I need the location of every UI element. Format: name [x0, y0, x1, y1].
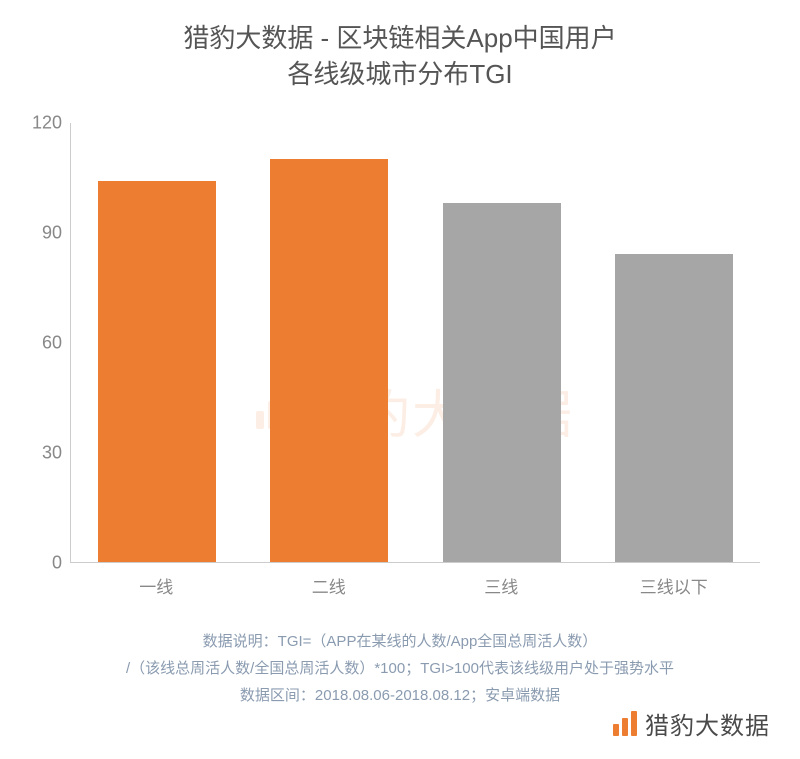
plot-area [70, 123, 760, 563]
note-line-1: 数据说明：TGI=（APP在某线的人数/App全国总周活人数） [40, 628, 760, 655]
bar-slot [81, 123, 233, 562]
note-line-3: 数据区间：2018.08.06-2018.08.12；安卓端数据 [40, 682, 760, 709]
note-line-2: /（该线总周活人数/全国总周活人数）*100；TGI>100代表该线级用户处于强… [40, 655, 760, 682]
bar-slot [254, 123, 406, 562]
y-tick-label: 30 [42, 442, 62, 463]
bar [98, 181, 216, 561]
footer-logo-bars-icon [613, 711, 637, 736]
title-line-1: 猎豹大数据 - 区块链相关App中国用户 [0, 20, 800, 56]
y-tick-label: 120 [32, 112, 62, 133]
bars-group [71, 123, 760, 562]
bar-slot [426, 123, 578, 562]
bar [443, 203, 561, 562]
y-axis: 0306090120 [30, 123, 70, 563]
chart-container: 猎豹大数据 - 区块链相关App中国用户 各线级城市分布TGI 猎豹大数据 03… [0, 0, 800, 759]
y-tick-label: 90 [42, 222, 62, 243]
footer-logo-text: 猎豹大数据 [645, 706, 770, 741]
y-tick-label: 0 [52, 552, 62, 573]
chart-title: 猎豹大数据 - 区块链相关App中国用户 各线级城市分布TGI [0, 20, 800, 93]
x-tick-label: 三线 [425, 573, 577, 598]
bar [270, 159, 388, 561]
x-tick-label: 一线 [80, 573, 232, 598]
bar-slot [598, 123, 750, 562]
chart-area: 猎豹大数据 0306090120 [70, 123, 760, 563]
y-tick-label: 60 [42, 332, 62, 353]
title-line-2: 各线级城市分布TGI [0, 56, 800, 92]
bar [615, 254, 733, 561]
chart-notes: 数据说明：TGI=（APP在某线的人数/App全国总周活人数） /（该线总周活人… [0, 628, 800, 709]
x-tick-label: 二线 [253, 573, 405, 598]
x-axis-labels: 一线二线三线三线以下 [70, 573, 760, 598]
x-tick-label: 三线以下 [598, 573, 750, 598]
footer-logo: 猎豹大数据 [613, 706, 770, 741]
